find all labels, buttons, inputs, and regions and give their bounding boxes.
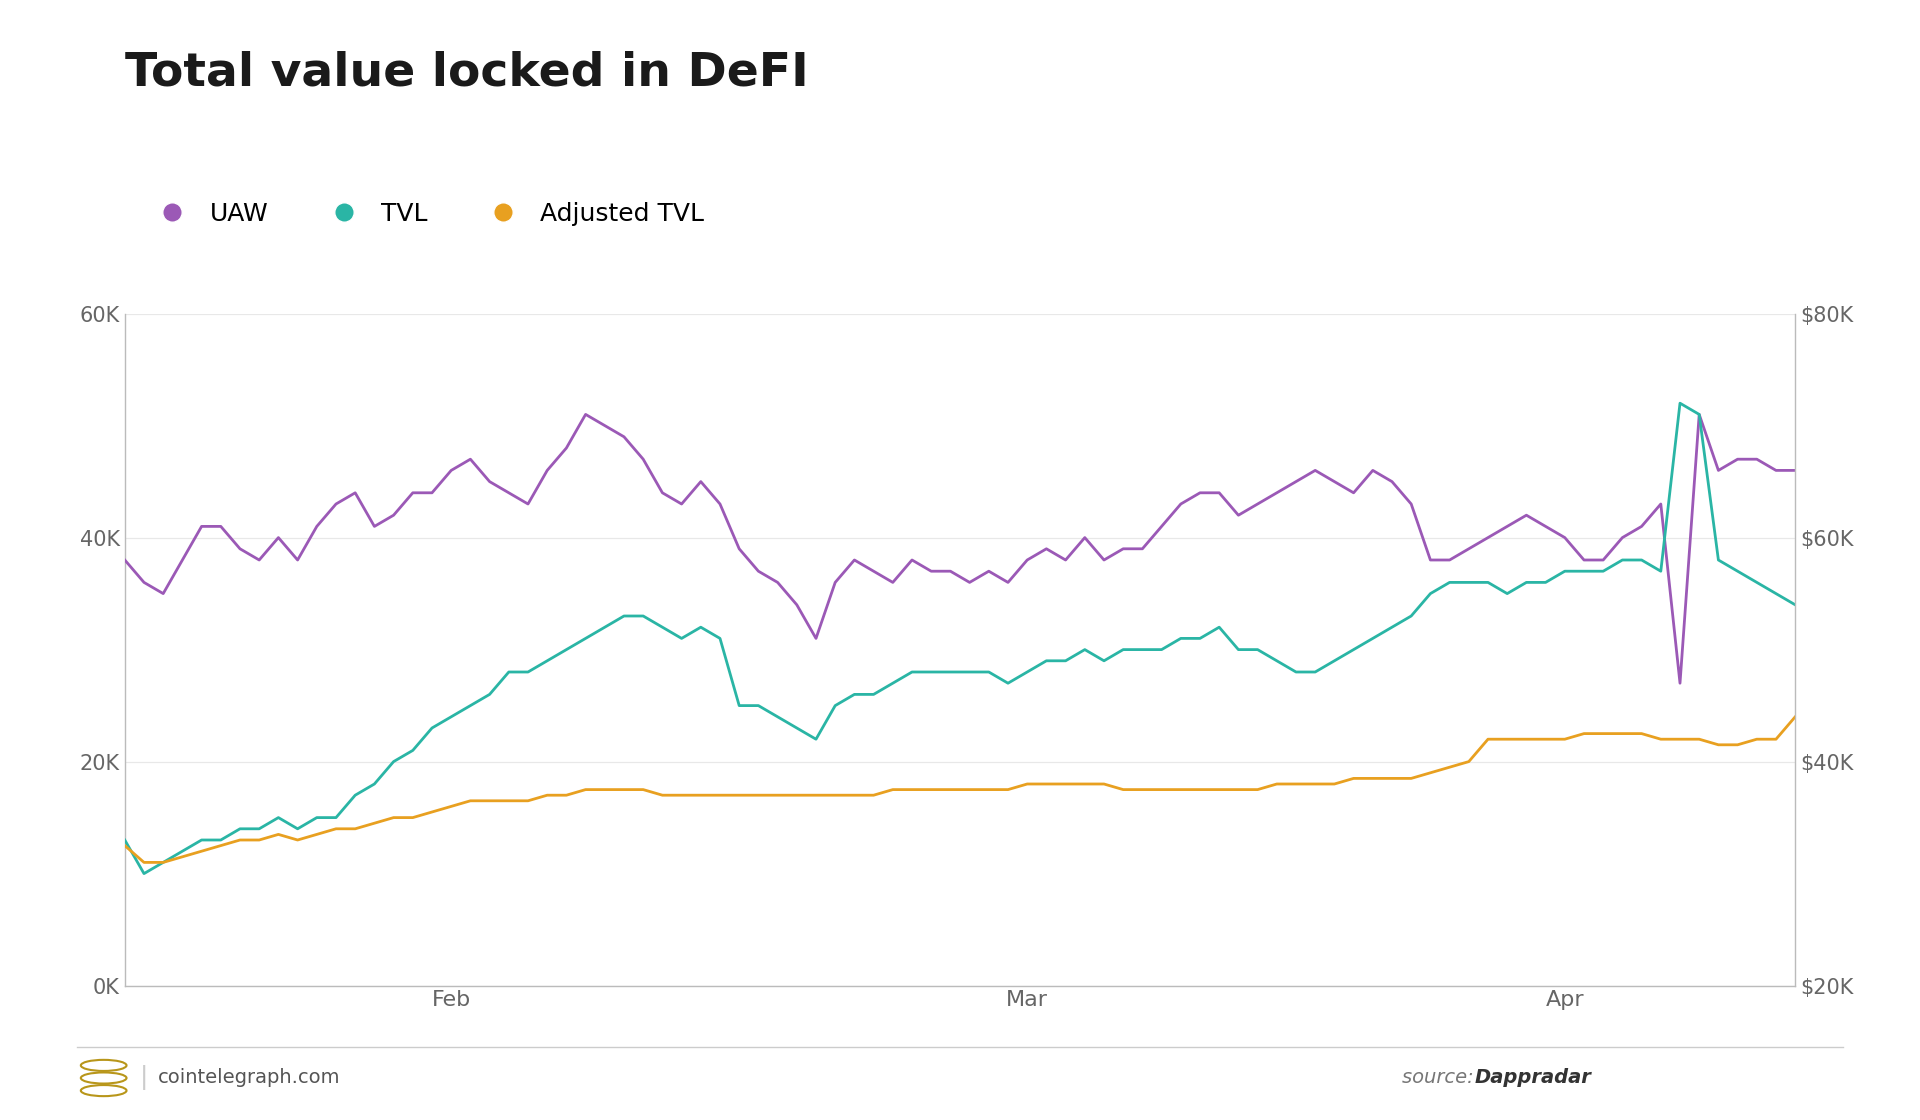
Text: Total value locked in DeFI: Total value locked in DeFI — [125, 50, 808, 95]
Legend: UAW, TVL, Adjusted TVL: UAW, TVL, Adjusted TVL — [138, 192, 714, 235]
Text: Dappradar: Dappradar — [1475, 1068, 1592, 1086]
Text: |: | — [140, 1065, 148, 1090]
Text: source:: source: — [1402, 1068, 1480, 1086]
Text: cointelegraph.com: cointelegraph.com — [157, 1068, 340, 1086]
